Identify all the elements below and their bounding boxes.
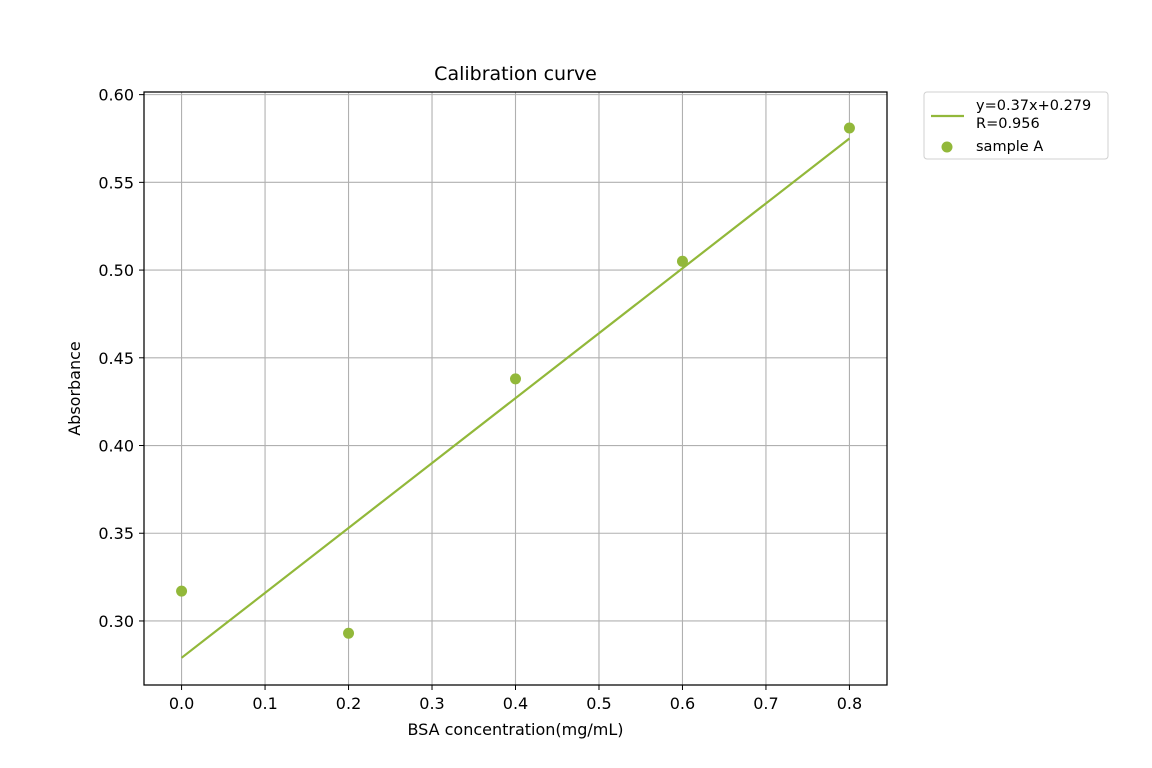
- x-tick-label: 0.7: [753, 694, 778, 713]
- x-tick-label: 0.1: [252, 694, 277, 713]
- legend-sample-label: sample A: [976, 139, 1043, 155]
- y-axis-label: Absorbance: [65, 341, 84, 436]
- legend-fit-equation: y=0.37x+0.279: [976, 98, 1091, 114]
- y-tick-label: 0.45: [98, 349, 134, 368]
- y-tick-label: 0.60: [98, 86, 134, 105]
- legend: y=0.37x+0.279 R=0.956 sample A: [923, 91, 1109, 160]
- x-tick-label: 0.2: [336, 694, 361, 713]
- data-point: [176, 585, 188, 597]
- x-tick-label: 0.4: [503, 694, 528, 713]
- y-tick-label: 0.30: [98, 612, 134, 631]
- x-tick-label: 0.6: [670, 694, 695, 713]
- chart-title: Calibration curve: [434, 63, 597, 85]
- data-point: [343, 627, 355, 639]
- x-tick-label: 0.5: [586, 694, 611, 713]
- legend-sample-swatch: [941, 141, 953, 153]
- y-tick-label: 0.35: [98, 524, 134, 543]
- data-point: [676, 255, 688, 267]
- legend-fit-r-value: R=0.956: [976, 116, 1040, 132]
- x-tick-label: 0.3: [419, 694, 444, 713]
- plot-data: [176, 122, 855, 659]
- grid-lines: [144, 92, 887, 685]
- y-tick-label: 0.55: [98, 173, 134, 192]
- x-tick-label: 0.0: [169, 694, 194, 713]
- x-tick-label: 0.8: [837, 694, 862, 713]
- axis-ticks: 0.0 0.1 0.2 0.3 0.4 0.5 0.6 0.7 0.8 0.30 0.35 0.40 0…: [98, 86, 862, 713]
- legend-box: [923, 91, 1109, 160]
- fit-line: [180, 137, 851, 659]
- data-point: [843, 122, 855, 134]
- y-tick-label: 0.50: [98, 261, 134, 280]
- x-axis-label: BSA concentration(mg/mL): [407, 720, 623, 739]
- y-tick-label: 0.40: [98, 437, 134, 456]
- data-point: [510, 373, 521, 385]
